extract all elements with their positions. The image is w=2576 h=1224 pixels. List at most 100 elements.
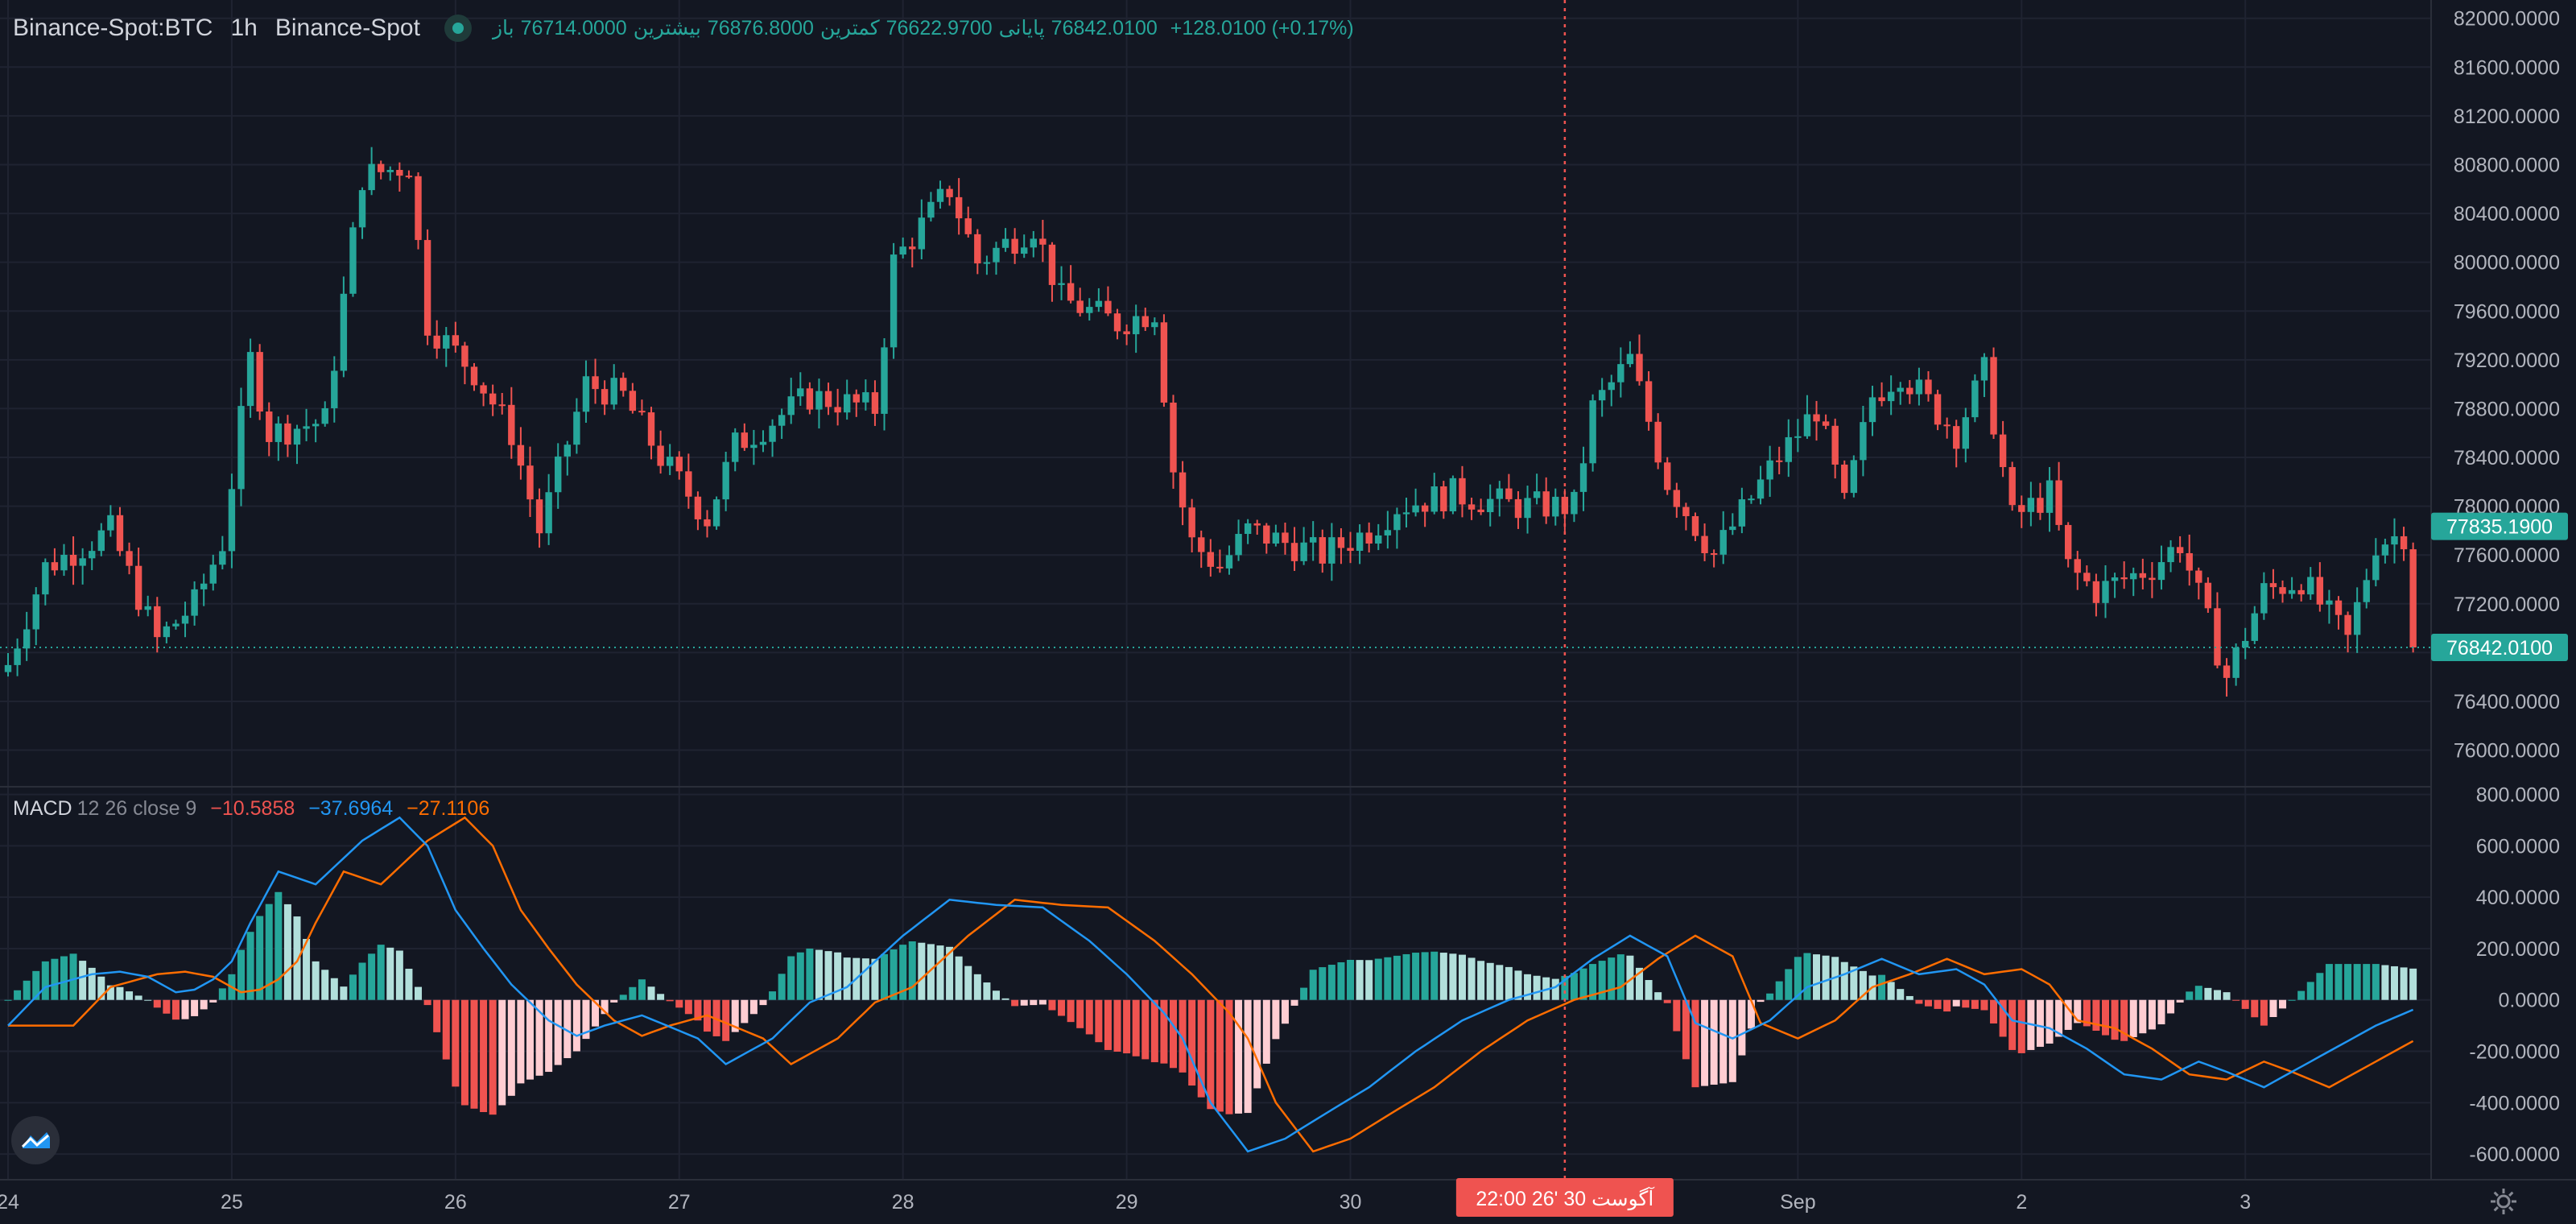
candle[interactable]	[2232, 643, 2240, 686]
candle[interactable]	[1356, 524, 1364, 564]
candle[interactable]	[1179, 461, 1187, 526]
candle[interactable]	[1850, 455, 1858, 498]
candle[interactable]	[349, 221, 357, 297]
candle[interactable]	[79, 548, 86, 585]
tradingview-logo-icon[interactable]	[11, 1116, 60, 1164]
candle[interactable]	[2037, 482, 2044, 520]
candle[interactable]	[1151, 317, 1158, 336]
candle[interactable]	[1999, 420, 2007, 478]
price-axis[interactable]: 82000.0000 81600.0000 81200.0000 80800.0000…	[2454, 8, 2560, 763]
candle[interactable]	[993, 242, 1000, 275]
market-status-icon[interactable]	[444, 14, 472, 42]
candle[interactable]	[443, 327, 450, 367]
candle[interactable]	[1710, 549, 1718, 568]
candle[interactable]	[2279, 580, 2286, 603]
candle[interactable]	[1487, 484, 1494, 527]
candle[interactable]	[1011, 228, 1018, 264]
candle[interactable]	[107, 505, 114, 537]
candle[interactable]	[1058, 266, 1065, 300]
candle[interactable]	[1887, 375, 1895, 416]
candle[interactable]	[2363, 569, 2370, 609]
candle[interactable]	[1468, 497, 1476, 520]
candle[interactable]	[778, 408, 786, 440]
candle[interactable]	[1766, 445, 1773, 497]
candle[interactable]	[423, 229, 431, 345]
candle[interactable]	[2195, 567, 2202, 600]
candle[interactable]	[396, 162, 403, 192]
candle[interactable]	[955, 178, 963, 235]
candle[interactable]	[219, 536, 226, 570]
candle[interactable]	[1729, 513, 1736, 536]
candle[interactable]	[358, 187, 366, 239]
candle[interactable]	[694, 491, 702, 531]
candle[interactable]	[1198, 530, 1205, 569]
candle[interactable]	[862, 379, 869, 411]
candle[interactable]	[32, 587, 39, 646]
candle[interactable]	[806, 382, 814, 415]
candle[interactable]	[1086, 298, 1093, 321]
candle[interactable]	[852, 389, 860, 417]
candle[interactable]	[1589, 394, 1596, 472]
candle[interactable]	[2344, 611, 2351, 653]
candle[interactable]	[545, 473, 552, 545]
candle[interactable]	[144, 595, 151, 617]
candle[interactable]	[2027, 482, 2035, 527]
macd-pane[interactable]	[4, 816, 2417, 1153]
candle[interactable]	[2214, 592, 2221, 668]
candle[interactable]	[228, 473, 236, 569]
candle[interactable]	[1915, 367, 1923, 406]
candle[interactable]	[2297, 584, 2305, 602]
candle[interactable]	[629, 382, 637, 414]
candle[interactable]	[1617, 347, 1624, 398]
candle[interactable]	[2223, 658, 2231, 697]
candle[interactable]	[657, 430, 664, 474]
candle[interactable]	[526, 446, 534, 517]
candle[interactable]	[126, 542, 133, 575]
candle[interactable]	[2307, 567, 2314, 600]
candle[interactable]	[2400, 527, 2408, 561]
candle[interactable]	[2326, 589, 2333, 624]
candle[interactable]	[909, 238, 916, 268]
candle[interactable]	[1757, 465, 1765, 505]
candle[interactable]	[1636, 334, 1643, 386]
candle[interactable]	[974, 229, 981, 275]
candle[interactable]	[2334, 596, 2343, 630]
candle[interactable]	[209, 554, 217, 591]
candle[interactable]	[1384, 511, 1392, 549]
candle[interactable]	[163, 621, 171, 643]
gear-icon[interactable]	[2487, 1185, 2520, 1218]
candle[interactable]	[741, 423, 749, 451]
candle[interactable]	[154, 597, 161, 653]
candle[interactable]	[638, 399, 646, 416]
candle[interactable]	[181, 602, 189, 638]
candle[interactable]	[60, 544, 68, 577]
candle[interactable]	[489, 384, 497, 416]
time-axis[interactable]: 24 25 26 27 28 29 30 Sep 2 3	[0, 1191, 2251, 1214]
price-candles[interactable]	[4, 147, 2417, 697]
candle[interactable]	[1337, 527, 1345, 564]
candle[interactable]	[433, 320, 440, 359]
candle[interactable]	[1310, 521, 1317, 561]
candle[interactable]	[1216, 549, 1224, 573]
candle[interactable]	[704, 510, 711, 538]
candle[interactable]	[1123, 324, 1130, 345]
candle[interactable]	[23, 611, 31, 661]
candle[interactable]	[97, 523, 105, 556]
candle[interactable]	[1412, 488, 1419, 517]
candle[interactable]	[1440, 481, 1447, 519]
candle[interactable]	[1691, 512, 1699, 542]
candle[interactable]	[2391, 518, 2398, 564]
candle[interactable]	[69, 536, 77, 585]
candle[interactable]	[881, 338, 888, 431]
candle[interactable]	[1030, 230, 1037, 258]
candle[interactable]	[1365, 522, 1373, 553]
candle[interactable]	[1953, 420, 1960, 468]
candle[interactable]	[834, 388, 841, 426]
candle[interactable]	[1347, 531, 1354, 564]
candle[interactable]	[237, 387, 245, 507]
candle[interactable]	[1132, 304, 1140, 354]
candle[interactable]	[1990, 347, 1997, 440]
candle[interactable]	[899, 238, 906, 258]
candle[interactable]	[134, 548, 142, 617]
